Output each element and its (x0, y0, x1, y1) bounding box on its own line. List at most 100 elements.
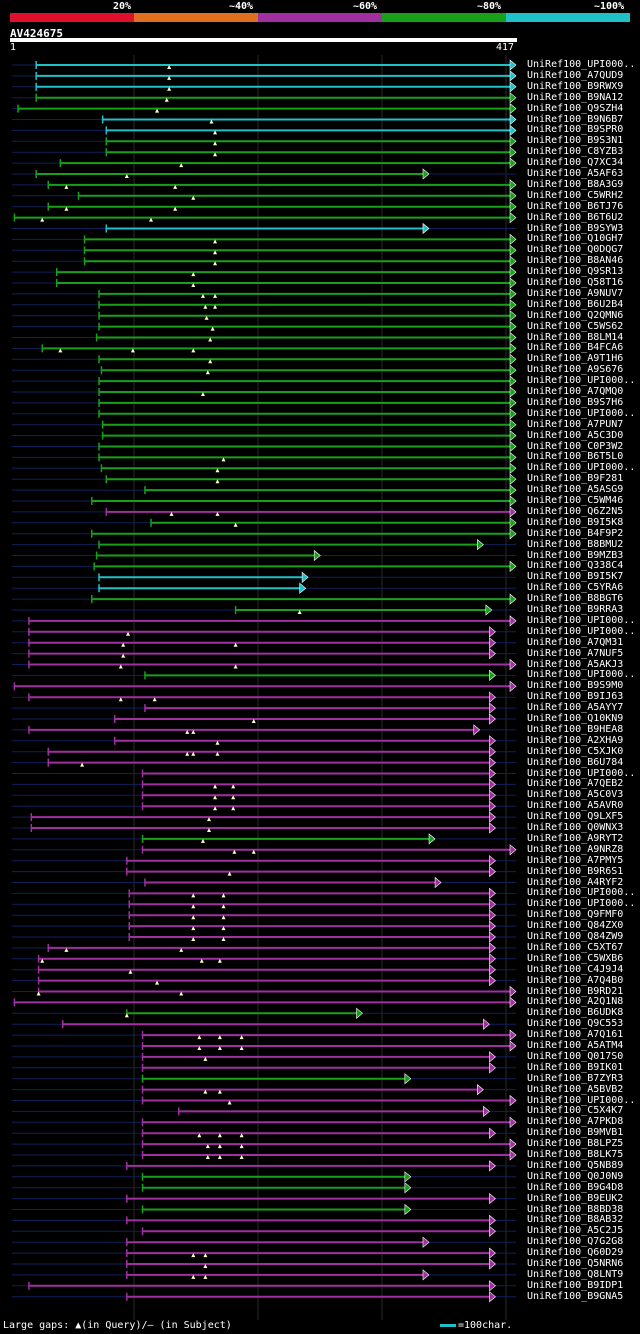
hit-label[interactable]: UniRef100_B9S3N1 (527, 135, 624, 147)
hit-label[interactable]: UniRef100_Q017S0 (527, 1050, 624, 1062)
hit-label[interactable]: UniRef100_B9SPR0 (527, 124, 624, 136)
hit-label[interactable]: UniRef100_UPI000.. (527, 614, 636, 626)
hit-label[interactable]: UniRef100_C5WS62 (527, 320, 624, 332)
hit-label[interactable]: UniRef100_B8BGT6 (527, 593, 624, 605)
hit-label[interactable]: UniRef100_UPI000.. (527, 1094, 636, 1106)
hit-label[interactable]: UniRef100_B4FCA6 (527, 342, 624, 354)
hit-label[interactable]: UniRef100_B9F281 (527, 473, 624, 485)
hit-label[interactable]: UniRef100_B9N6B7 (527, 113, 624, 125)
hit-label[interactable]: UniRef100_A7QEB2 (527, 778, 624, 790)
hit-label[interactable]: UniRef100_B9S7H6 (527, 396, 624, 408)
hit-label[interactable]: UniRef100_Q58T16 (527, 277, 624, 288)
hit-label[interactable]: UniRef100_A7QMQ0 (527, 386, 624, 397)
hit-label[interactable]: UniRef100_Q338C4 (527, 560, 624, 572)
hit-label[interactable]: UniRef100_B6U2B4 (527, 298, 624, 310)
hit-label[interactable]: UniRef100_B7ZYR3 (527, 1072, 624, 1084)
hit-label[interactable]: UniRef100_Q60D29 (527, 1247, 624, 1259)
hit-label[interactable]: UniRef100_UPI000.. (527, 407, 636, 419)
hit-label[interactable]: UniRef100_B8AN46 (527, 255, 624, 267)
hit-label[interactable]: UniRef100_C5X4K7 (527, 1105, 624, 1117)
hit-label[interactable]: UniRef100_A5AF63 (527, 168, 624, 179)
hit-label[interactable]: UniRef100_B6TJ76 (527, 200, 624, 212)
hit-label[interactable]: UniRef100_A5AVR0 (527, 800, 624, 812)
hit-label[interactable]: UniRef100_Q84ZW9 (527, 931, 624, 942)
hit-label[interactable]: UniRef100_UPI000.. (527, 887, 636, 899)
hit-label[interactable]: UniRef100_B9RRA3 (527, 604, 624, 615)
hit-label[interactable]: UniRef100_B9IDP1 (527, 1279, 624, 1291)
hit-label[interactable]: UniRef100_B6T5L0 (527, 451, 624, 463)
hit-label[interactable]: UniRef100_B6U784 (527, 756, 624, 768)
hit-label[interactable]: UniRef100_B9RD21 (527, 985, 624, 997)
hit-label[interactable]: UniRef100_B6UDK8 (527, 1007, 624, 1019)
hit-label[interactable]: UniRef100_B9EUK2 (527, 1192, 624, 1204)
hit-label[interactable]: UniRef100_B9HEA8 (527, 723, 624, 735)
hit-label[interactable]: UniRef100_A5C3D0 (527, 429, 624, 441)
hit-label[interactable]: UniRef100_A4RYF2 (527, 876, 624, 888)
hit-label[interactable]: UniRef100_C5XJK0 (527, 745, 624, 757)
hit-label[interactable]: UniRef100_UPI000.. (527, 767, 636, 779)
hit-label[interactable]: UniRef100_B9S9M0 (527, 680, 624, 692)
hit-label[interactable]: UniRef100_UPI000.. (527, 898, 636, 910)
hit-label[interactable]: UniRef100_A9NRZ8 (527, 843, 624, 855)
hit-label[interactable]: UniRef100_A9S676 (527, 364, 624, 376)
hit-label[interactable]: UniRef100_B8LPZ5 (527, 1138, 624, 1150)
hit-label[interactable]: UniRef100_Q9SR13 (527, 266, 624, 278)
hit-label[interactable]: UniRef100_Q0DQG7 (527, 244, 624, 256)
hit-label[interactable]: UniRef100_C8YZB3 (527, 146, 624, 158)
hit-label[interactable]: UniRef100_A7PKD8 (527, 1116, 624, 1128)
hit-label[interactable]: UniRef100_B6T6U2 (527, 211, 624, 223)
hit-label[interactable]: UniRef100_B4F9P2 (527, 527, 624, 539)
hit-label[interactable]: UniRef100_B9MVB1 (527, 1127, 624, 1139)
hit-label[interactable]: UniRef100_C0P3W2 (527, 440, 624, 452)
hit-label[interactable]: UniRef100_Q2QMN6 (527, 309, 624, 321)
hit-label[interactable]: UniRef100_A7PUN7 (527, 418, 624, 430)
hit-label[interactable]: UniRef100_Q84ZX0 (527, 920, 624, 932)
hit-label[interactable]: UniRef100_B8LM14 (527, 331, 624, 343)
hit-label[interactable]: UniRef100_B8BD38 (527, 1203, 624, 1215)
hit-label[interactable]: UniRef100_B9I5K8 (527, 516, 624, 528)
hit-label[interactable]: UniRef100_Q10KN9 (527, 713, 624, 724)
hit-label[interactable]: UniRef100_A7NUF5 (527, 647, 624, 659)
hit-label[interactable]: UniRef100_Q10GH7 (527, 233, 624, 245)
hit-label[interactable]: UniRef100_B8A3G9 (527, 178, 624, 190)
hit-label[interactable]: UniRef100_B8BMU2 (527, 538, 624, 550)
hit-label[interactable]: UniRef100_Q9C553 (527, 1018, 624, 1030)
hit-label[interactable]: UniRef100_A7QM31 (527, 636, 624, 648)
hit-label[interactable]: UniRef100_A2Q1N8 (527, 996, 624, 1008)
hit-label[interactable]: UniRef100_A9RYT2 (527, 832, 624, 844)
hit-label[interactable]: UniRef100_C5WM46 (527, 495, 624, 506)
hit-label[interactable]: UniRef100_B9I5K7 (527, 571, 624, 583)
hit-label[interactable]: UniRef100_B9NA12 (527, 91, 624, 103)
hit-label[interactable]: UniRef100_Q9SZH4 (527, 102, 624, 114)
hit-label[interactable]: UniRef100_Q7G2G8 (527, 1236, 624, 1248)
hit-label[interactable]: UniRef100_UPI000.. (527, 462, 636, 474)
hit-label[interactable]: UniRef100_B9MZB3 (527, 549, 624, 561)
hit-label[interactable]: UniRef100_A7PMY5 (527, 854, 624, 866)
hit-label[interactable]: UniRef100_C5XT67 (527, 941, 624, 953)
hit-label[interactable]: UniRef100_Q8LNT9 (527, 1268, 624, 1280)
hit-label[interactable]: UniRef100_Q5NB89 (527, 1159, 624, 1171)
hit-label[interactable]: UniRef100_B9G4D8 (527, 1181, 624, 1193)
hit-label[interactable]: UniRef100_B8AB32 (527, 1214, 624, 1226)
hit-label[interactable]: UniRef100_B9RWX9 (527, 80, 624, 92)
hit-label[interactable]: UniRef100_Q9FMF0 (527, 909, 624, 921)
hit-label[interactable]: UniRef100_A5C2J5 (527, 1225, 624, 1237)
hit-label[interactable]: UniRef100_C5YRA6 (527, 582, 624, 594)
hit-label[interactable]: UniRef100_B9IJ63 (527, 691, 624, 703)
hit-label[interactable]: UniRef100_A7QUD9 (527, 69, 624, 81)
hit-label[interactable]: UniRef100_Q7XC34 (527, 157, 624, 169)
hit-label[interactable]: UniRef100_Q5NRN6 (527, 1258, 624, 1269)
hit-label[interactable]: UniRef100_UPI000.. (527, 625, 636, 637)
hit-label[interactable]: UniRef100_UPI000.. (527, 669, 636, 681)
hit-label[interactable]: UniRef100_A5AYY7 (527, 702, 624, 714)
hit-label[interactable]: UniRef100_UPI000.. (527, 375, 636, 387)
hit-label[interactable]: UniRef100_A5C0V3 (527, 789, 624, 801)
hit-label[interactable]: UniRef100_UPI000.. (527, 59, 636, 70)
hit-label[interactable]: UniRef100_C4J9J4 (527, 963, 624, 975)
hit-label[interactable]: UniRef100_A9NUV7 (527, 287, 624, 299)
hit-label[interactable]: UniRef100_A2XHA9 (527, 734, 624, 746)
hit-label[interactable]: UniRef100_Q9LXF5 (527, 811, 624, 823)
hit-label[interactable]: UniRef100_B8LK75 (527, 1149, 624, 1160)
hit-label[interactable]: UniRef100_B9SYW3 (527, 222, 624, 234)
hit-label[interactable]: UniRef100_A5BVB2 (527, 1083, 624, 1095)
